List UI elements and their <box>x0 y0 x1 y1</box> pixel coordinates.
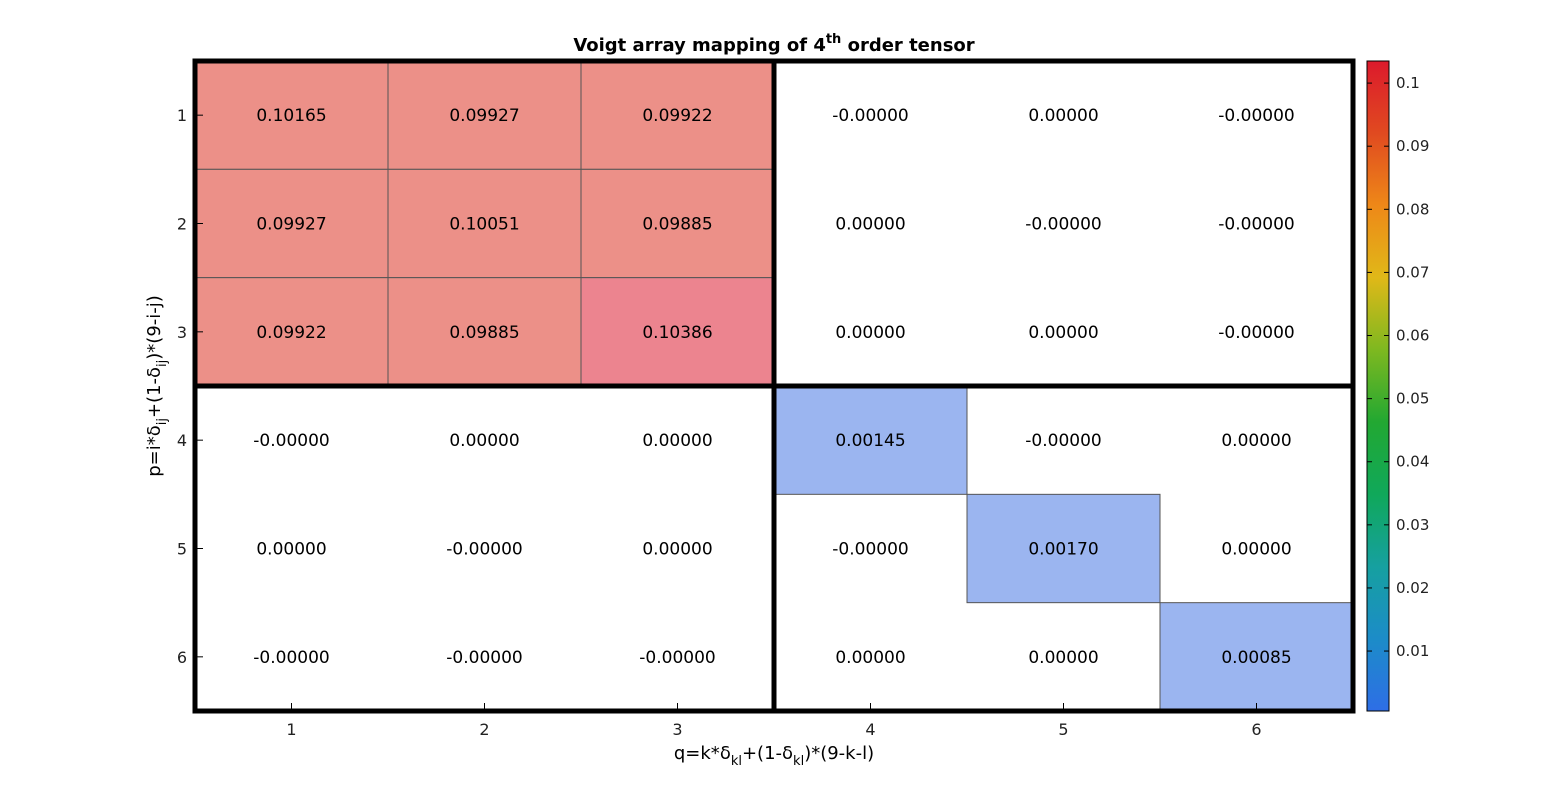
cell-label-2-3: 0.09885 <box>642 215 712 235</box>
x-axis-label-part-6: kl <box>793 754 804 769</box>
x-tick-label-6: 6 <box>1251 720 1261 739</box>
cell-label-1-1: 0.10165 <box>256 106 326 126</box>
colorbar-gradient <box>1366 60 1390 712</box>
cell-label-2-1: 0.09927 <box>256 215 326 235</box>
cell-label-5-5: 0.00170 <box>1028 540 1098 560</box>
cell-label-4-6: 0.00000 <box>1221 431 1291 451</box>
y-tick-label-2: 2 <box>177 215 187 234</box>
chart-title-superscript: th <box>826 32 841 47</box>
cell-label-5-4: -0.00000 <box>832 540 908 560</box>
chart-title-main: Voigt array mapping of 4 <box>573 35 826 56</box>
heatmap-cells <box>194 60 1354 712</box>
cell-label-6-4: 0.00000 <box>835 648 905 668</box>
cell-label-6-5: 0.00000 <box>1028 648 1098 668</box>
x-axis-label-part-4: +(1- <box>742 743 782 764</box>
x-tick-label-5: 5 <box>1058 720 1068 739</box>
x-axis-label-part-7: )*(9-k-l) <box>804 743 874 764</box>
y-tick-label-6: 6 <box>177 648 187 667</box>
cell-label-6-2: -0.00000 <box>446 648 522 668</box>
y-axis-label-part-1: p=i* <box>144 436 165 477</box>
cell-label-4-4: 0.00145 <box>835 431 905 451</box>
y-tick-label-3: 3 <box>177 323 187 342</box>
cell-label-1-6: -0.00000 <box>1218 106 1294 126</box>
cell-label-1-4: -0.00000 <box>832 106 908 126</box>
y-axis-label-part-7: )*(9-i-j) <box>144 295 165 360</box>
chart-title-suffix: order tensor <box>841 35 974 56</box>
heatmap-cell-1-2 <box>387 60 582 170</box>
colorbar-tick-label-6: 0.06 <box>1396 327 1429 345</box>
x-axis-label-part-5: δ <box>782 743 793 764</box>
x-tick-label-1: 1 <box>286 720 296 739</box>
axis-ticks: 1 2 3 4 5 6 1 2 3 4 5 6 <box>177 106 1262 739</box>
cell-label-3-6: -0.00000 <box>1218 323 1294 343</box>
x-tick-label-3: 3 <box>672 720 682 739</box>
heatmap-cell-2-3 <box>580 168 775 279</box>
colorbar-tick-label-5: 0.05 <box>1396 390 1429 408</box>
y-axis-label-part-4: +(1- <box>144 378 165 418</box>
cell-label-5-6: 0.00000 <box>1221 540 1291 560</box>
y-axis-label-part-2: δ <box>144 425 165 436</box>
cell-label-3-4: 0.00000 <box>835 323 905 343</box>
y-axis-label-part-3: ij <box>155 418 170 425</box>
cell-label-5-1: 0.00000 <box>256 540 326 560</box>
cell-label-5-2: -0.00000 <box>446 540 522 560</box>
x-axis-label-part-1: q=k* <box>674 743 720 764</box>
cell-label-3-5: 0.00000 <box>1028 323 1098 343</box>
colorbar-tick-label-4: 0.04 <box>1396 453 1429 471</box>
cell-label-1-3: 0.09922 <box>642 106 712 126</box>
cell-label-2-4: 0.00000 <box>835 215 905 235</box>
cell-label-6-3: -0.00000 <box>639 648 715 668</box>
chart-title: Voigt array mapping of 4th order tensor <box>573 32 974 56</box>
cell-label-2-2: 0.10051 <box>449 215 519 235</box>
colorbar-tick-label-1: 0.01 <box>1396 642 1429 660</box>
heatmap-cell-1-1 <box>194 60 389 170</box>
y-axis-label-part-6: ij <box>155 360 170 367</box>
heatmap-cell-2-1 <box>194 168 389 279</box>
cell-label-2-5: -0.00000 <box>1025 215 1101 235</box>
cell-label-4-2: 0.00000 <box>449 431 519 451</box>
cell-label-1-5: 0.00000 <box>1028 106 1098 126</box>
heatmap-cell-2-2 <box>387 168 582 279</box>
y-tick-label-1: 1 <box>177 106 187 125</box>
cell-label-1-2: 0.09927 <box>449 106 519 126</box>
y-tick-label-5: 5 <box>177 540 187 559</box>
colorbar-tick-label-7: 0.07 <box>1396 263 1429 281</box>
heatmap-cell-3-2 <box>387 277 582 387</box>
heatmap-cell-5-5 <box>966 493 1161 604</box>
cell-label-3-1: 0.09922 <box>256 323 326 343</box>
y-tick-label-4: 4 <box>177 431 187 450</box>
cell-label-6-6: 0.00085 <box>1221 648 1291 668</box>
colorbar-tick-label-8: 0.08 <box>1396 200 1429 218</box>
colorbar-tick-label-10: 0.1 <box>1396 74 1420 92</box>
cell-label-4-3: 0.00000 <box>642 431 712 451</box>
cell-label-3-3: 0.10386 <box>642 323 712 343</box>
x-axis-label-part-2: δ <box>720 743 731 764</box>
y-axis-label: p=i*δij+(1-δij)*(9-i-j) <box>144 295 170 477</box>
x-tick-label-2: 2 <box>479 720 489 739</box>
heatmap-cell-4-4 <box>773 385 968 495</box>
heatmap-cell-6-6 <box>1159 602 1354 712</box>
cell-label-6-1: -0.00000 <box>253 648 329 668</box>
colorbar-tick-label-2: 0.02 <box>1396 579 1429 597</box>
cell-label-5-3: 0.00000 <box>642 540 712 560</box>
x-tick-label-4: 4 <box>865 720 875 739</box>
y-axis-label-part-5: δ <box>144 367 165 378</box>
x-axis-label: q=k*δkl+(1-δkl)*(9-k-l) <box>674 743 874 769</box>
x-axis-label-part-3: kl <box>731 754 742 769</box>
cell-value-labels: 0.10165 0.09927 0.09922 -0.00000 0.00000 -0.0… <box>253 106 1294 668</box>
plot-frame <box>192 58 1356 714</box>
colorbar: 0.01 0.02 0.03 0.04 0.05 0.06 0.07 0.08 0.09 0.1 <box>1366 60 1429 712</box>
colorbar-tick-label-9: 0.09 <box>1396 137 1429 155</box>
cell-label-4-1: -0.00000 <box>253 431 329 451</box>
colorbar-tick-label-3: 0.03 <box>1396 516 1429 534</box>
cell-label-3-2: 0.09885 <box>449 323 519 343</box>
cell-label-2-6: -0.00000 <box>1218 215 1294 235</box>
cell-label-4-5: -0.00000 <box>1025 431 1101 451</box>
